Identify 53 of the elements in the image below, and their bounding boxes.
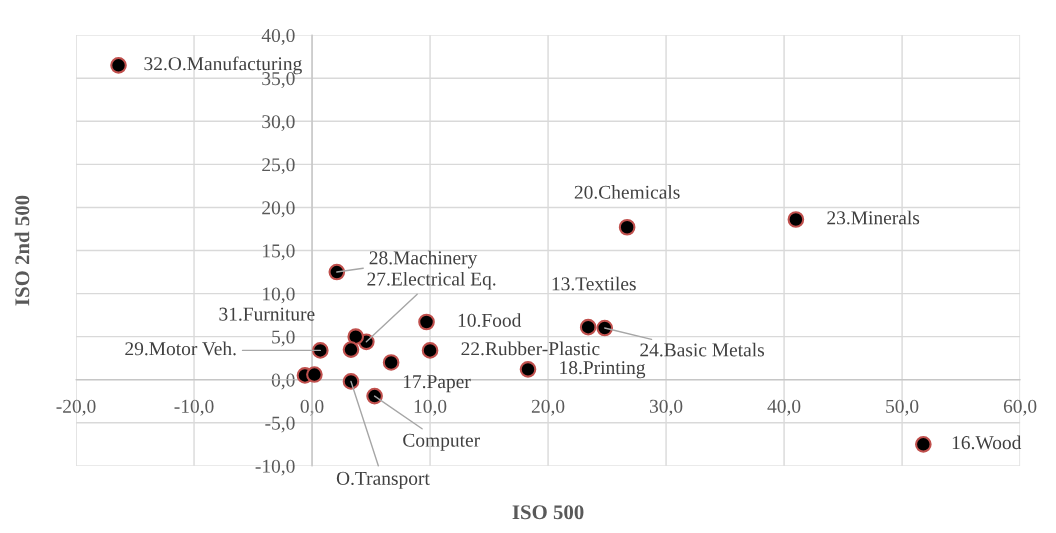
x-tick-label: 20,0 (531, 399, 565, 416)
point (366, 387, 383, 405)
y-axis-title: ISO 2nd 500 (14, 195, 30, 306)
point (382, 354, 400, 371)
point (328, 263, 346, 281)
annotation: 16.Wood (952, 435, 1022, 450)
point (110, 57, 127, 74)
point (787, 211, 805, 228)
point (519, 361, 537, 378)
y-tick-label: 40,0 (261, 28, 295, 45)
y-tick-label: 20,0 (262, 201, 295, 218)
x-tick-label: 60,0 (1003, 399, 1037, 416)
annotation: 10.Food (458, 313, 522, 327)
x-tick-label: -20,0 (56, 399, 96, 416)
point (915, 435, 932, 453)
point (306, 366, 323, 383)
y-tick-label: 5,0 (272, 330, 295, 347)
point (618, 218, 636, 236)
point (347, 328, 365, 345)
annotation: 24.Basic Metals (640, 342, 765, 357)
x-tick-label: 30,0 (649, 399, 683, 416)
x-tick-label: -10,0 (174, 399, 214, 416)
point (596, 319, 614, 337)
annotation: O.Transport (336, 471, 430, 489)
point (418, 313, 435, 331)
x-tick-label: 10,0 (414, 399, 447, 416)
x-axis-title: ISO 500 (512, 505, 584, 520)
x-tick-label: 0,0 (300, 399, 324, 416)
y-tick-label: -10,0 (255, 459, 295, 476)
annotation: 22.Rubber-Plastic (461, 341, 600, 356)
annotation: 31.Furniture (219, 307, 315, 321)
annotation: 17.Paper (403, 375, 471, 393)
annotation: 28.Machinery (369, 250, 478, 269)
y-tick-label: 15,0 (263, 244, 295, 261)
x-tick-label: 50,0 (886, 399, 919, 416)
y-tick-label: -5,0 (265, 416, 295, 433)
point (311, 342, 329, 359)
y-tick-label: 30,0 (262, 115, 295, 132)
annotation: Computer (403, 433, 480, 451)
y-tick-label: 10,0 (263, 287, 295, 304)
point (342, 341, 360, 358)
y-tick-label: 0,0 (271, 373, 295, 390)
point (342, 373, 360, 390)
y-tick-label: 25,0 (262, 158, 295, 175)
annotation: 18.Printing (560, 361, 646, 379)
annotation: 29.Motor Veh. (125, 341, 236, 356)
annotation: 23.Minerals (827, 210, 920, 225)
x-tick-label: 40,0 (767, 399, 801, 416)
point (579, 318, 597, 336)
annotation: 13.Textiles (552, 276, 636, 291)
annotation: 20.Chemicals (574, 185, 680, 199)
point (421, 342, 439, 359)
annotation: 27.Electrical Eq. (367, 271, 496, 290)
